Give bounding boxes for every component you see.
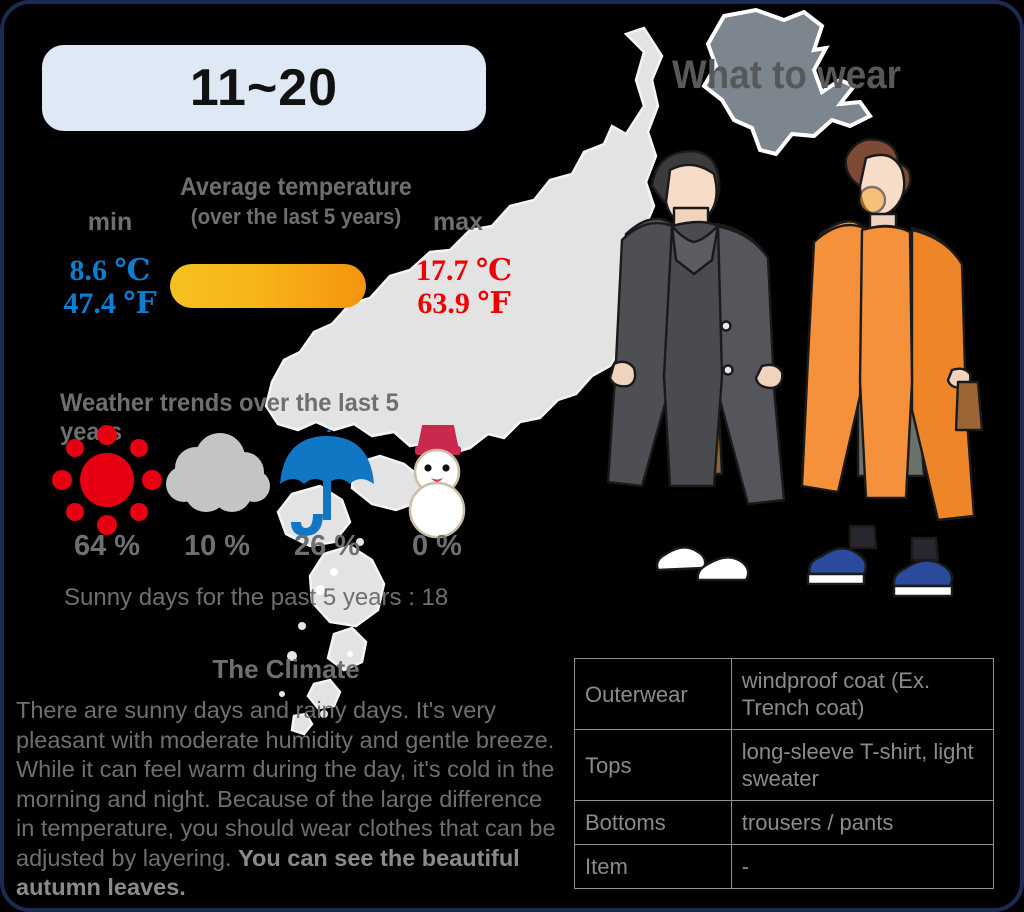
recommendation-cell: windproof coat (Ex. Trench coat) [730, 658, 995, 730]
cloud-icon [166, 433, 270, 512]
recommendation-cell: trousers / pants [730, 800, 995, 845]
max-celsius: 17.7 ℃ [416, 254, 512, 287]
snowman-icon [408, 425, 466, 539]
min-celsius: 8.6 ℃ [69, 254, 151, 287]
min-fahrenheit: 47.4 ℉ [63, 287, 157, 320]
woman-figure [800, 138, 984, 598]
sunny-days-text: Sunny days for the past 5 years : 18 [64, 584, 449, 611]
category-cell: Bottoms [574, 800, 732, 845]
min-temperature-values: 8.6 ℃ 47.4 ℉ [40, 254, 180, 320]
snowman-icon-cell [382, 422, 492, 542]
cloud-percentage: 10 % [183, 530, 251, 562]
climate-highlight-text: You can see the beautiful autumn leaves. [16, 844, 520, 901]
recommendation-cell: long-sleeve T-shirt, light sweater [730, 729, 995, 801]
weather-trends-title: Weather trends over the last 5 years [60, 389, 399, 446]
outfit-illustration [606, 138, 984, 598]
umbrella-icon [280, 429, 374, 536]
recommendation-cell: - [730, 844, 995, 889]
temperature-heading: Average temperature (over the last 5 yea… [166, 172, 426, 232]
umbrella-icon-cell [272, 422, 382, 542]
max-temperature-values: 17.7 ℃ 63.9 ℉ [384, 254, 544, 320]
category-cell: Tops [574, 729, 732, 801]
min-label: min [87, 208, 133, 236]
sun-percentage: 64 % [73, 530, 141, 562]
cloud-icon-cell [162, 422, 272, 542]
weather-percentage-row: 64 % 10 % 26 % 0 % [52, 530, 492, 570]
temperature-heading-sub: (over the last 5 years) [190, 204, 402, 229]
what-to-wear-heading: What to wear [672, 53, 901, 97]
table-row: Bottoms trousers / pants [574, 800, 995, 845]
climate-title: The Climate [212, 654, 360, 684]
temperature-heading-main: Average temperature [180, 173, 412, 201]
sun-icon [52, 425, 162, 535]
rain-percentage: 26 % [293, 530, 361, 562]
category-cell: Item [574, 844, 732, 889]
table-row: Outerwear windproof coat (Ex. Trench coa… [574, 658, 995, 730]
category-cell: Outerwear [574, 658, 732, 730]
max-fahrenheit: 63.9 ℉ [417, 287, 511, 320]
date-range-badge: 11~20 [42, 45, 486, 131]
sun-icon-cell [52, 422, 162, 542]
table-row: Tops long-sleeve T-shirt, light sweater [574, 729, 995, 801]
weather-icon-row [52, 422, 492, 542]
temperature-section: Average temperature (over the last 5 yea… [26, 172, 536, 342]
date-range-label: 11~20 [189, 59, 339, 117]
man-figure [606, 150, 786, 582]
climate-body-text: There are sunny days and rainy days. It'… [16, 697, 556, 871]
climate-description: There are sunny days and rainy days. It'… [16, 696, 556, 903]
temperature-range-bar [170, 264, 366, 308]
table-row: Item - [574, 844, 995, 889]
snow-percentage: 0 % [412, 530, 462, 562]
max-label: max [432, 208, 484, 236]
clothing-recommendation-table: Outerwear windproof coat (Ex. Trench coa… [574, 658, 995, 889]
